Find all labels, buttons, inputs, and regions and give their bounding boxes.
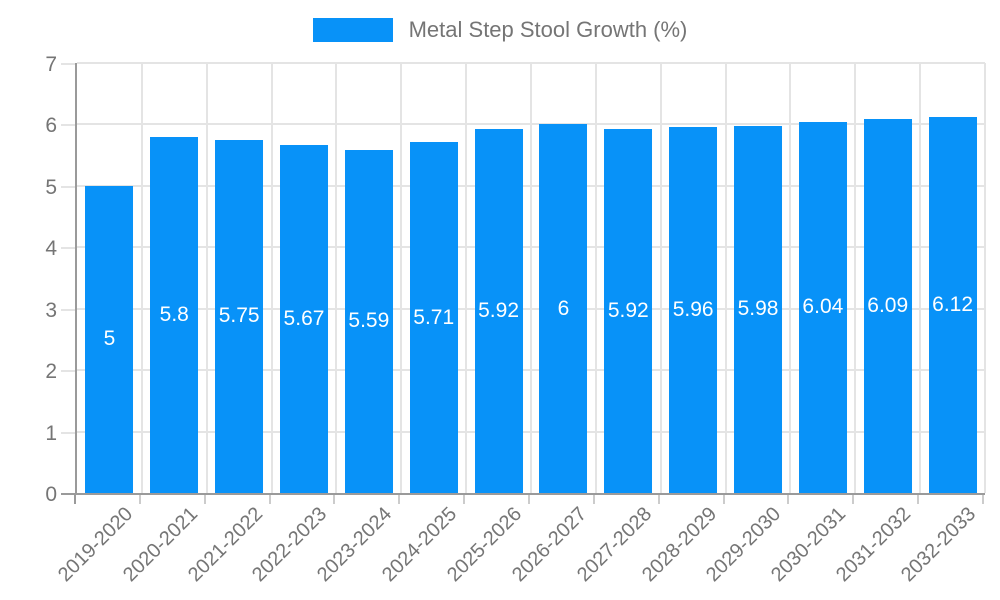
y-axis-tick-label: 7 — [45, 53, 57, 76]
bar[interactable]: 5.59 — [344, 149, 393, 493]
legend-swatch-icon — [312, 18, 393, 42]
y-axis-tick — [61, 185, 75, 188]
bar-value-label: 6.09 — [867, 293, 909, 317]
x-axis-tick — [917, 495, 920, 504]
y-axis-tick-label: 3 — [45, 298, 57, 322]
y-axis-tick-label: 0 — [45, 483, 57, 506]
x-axis-tick — [268, 495, 271, 504]
bar[interactable]: 5.98 — [734, 125, 783, 493]
bar-cell: 5.71 — [401, 63, 466, 493]
chart-legend[interactable]: Metal Step Stool Growth (%) — [0, 18, 1000, 42]
y-axis-tick — [61, 370, 75, 373]
gridline-vertical — [594, 63, 597, 493]
bar-cell: 5.75 — [207, 63, 272, 493]
x-axis-tick — [463, 495, 466, 504]
bar[interactable]: 6.09 — [863, 118, 912, 493]
y-axis-tick-label: 1 — [45, 421, 57, 445]
legend-label: Metal Step Stool Growth (%) — [408, 17, 688, 42]
bar[interactable]: 6.12 — [928, 117, 977, 493]
bar-cell: 6.09 — [855, 63, 920, 493]
x-axis-tick — [138, 495, 141, 504]
y-axis-tick-label: 4 — [45, 237, 57, 261]
bar[interactable]: 6 — [539, 124, 588, 493]
plot-area: 5 5.8 5.75 5.67 5.59 5.71 5.92 6 5.92 5.96 5.98 6.0… — [75, 62, 986, 495]
gridline-vertical — [400, 63, 403, 493]
bar-value-label: 5.71 — [413, 305, 455, 329]
y-axis-tick-label: 2 — [45, 360, 57, 384]
x-axis-tick — [74, 495, 76, 504]
bar-value-label: 6 — [557, 296, 570, 320]
bar-cell: 5.92 — [466, 63, 531, 493]
bar[interactable]: 5.71 — [409, 142, 458, 493]
gridline-vertical — [984, 63, 986, 493]
bar-value-label: 5.98 — [737, 297, 779, 321]
x-axis-tick — [333, 495, 336, 504]
bar-cell: 5.59 — [336, 63, 401, 493]
bar-value-label: 5.92 — [607, 299, 649, 323]
x-axis-tick — [398, 495, 401, 504]
bar[interactable]: 5.75 — [215, 139, 264, 493]
x-axis-tick — [722, 495, 725, 504]
x-axis-tick — [982, 495, 984, 504]
bar-cell: 6.04 — [790, 63, 855, 493]
gridline-vertical — [465, 63, 468, 493]
bar[interactable]: 6.04 — [798, 121, 847, 493]
bar-cell: 5 — [77, 63, 142, 493]
gridline-vertical — [335, 63, 338, 493]
x-axis-tick — [592, 495, 595, 504]
bar-value-label: 6.04 — [802, 295, 844, 319]
bar[interactable]: 5.96 — [669, 126, 718, 493]
bar-cell: 6 — [531, 63, 596, 493]
gridline-vertical — [530, 63, 532, 493]
y-axis-tick-label: 5 — [45, 175, 57, 199]
bar-value-label: 5.92 — [478, 299, 520, 323]
y-axis-tick — [61, 247, 75, 250]
bar-cell: 5.8 — [142, 63, 207, 493]
x-axis-tick — [852, 495, 855, 504]
gridline-vertical — [205, 63, 208, 493]
y-axis-tick — [61, 63, 75, 65]
gridline-vertical — [789, 63, 792, 493]
bar-value-label: 5.8 — [159, 302, 189, 326]
bar-value-label: 5 — [103, 327, 116, 351]
bar-cell: 5.92 — [596, 63, 661, 493]
gridline-vertical — [270, 63, 273, 493]
gridline-vertical — [140, 63, 143, 493]
gridline-vertical — [724, 63, 727, 493]
gridline-vertical — [659, 63, 662, 493]
bars-layer: 5 5.8 5.75 5.67 5.59 5.71 5.92 6 5.92 5.96 5.98 6.0… — [77, 63, 985, 493]
x-axis-tick — [787, 495, 790, 504]
bar-cell: 6.12 — [920, 63, 985, 493]
bar[interactable]: 5 — [85, 185, 134, 493]
y-axis-tick — [61, 308, 75, 311]
gridline-vertical — [854, 63, 857, 493]
y-axis-tick — [61, 124, 75, 127]
y-axis-tick — [61, 431, 75, 434]
bar[interactable]: 5.8 — [150, 136, 199, 493]
x-axis-tick — [657, 495, 660, 504]
bar-value-label: 5.75 — [218, 304, 260, 328]
bar-cell: 5.98 — [726, 63, 791, 493]
bar-cell: 5.96 — [661, 63, 726, 493]
bar-value-label: 5.96 — [672, 297, 714, 321]
bar[interactable]: 5.92 — [474, 129, 523, 493]
bar-value-label: 5.67 — [283, 306, 325, 330]
y-axis-tick-label: 6 — [45, 114, 57, 138]
bar-value-label: 5.59 — [348, 309, 390, 333]
bar-value-label: 6.12 — [932, 293, 974, 317]
bar[interactable]: 5.67 — [280, 144, 328, 493]
bar[interactable]: 5.92 — [604, 129, 653, 493]
x-axis-tick — [528, 495, 530, 504]
gridline-vertical — [919, 63, 922, 493]
y-axis-tick — [61, 493, 75, 495]
bar-cell: 5.67 — [272, 63, 337, 493]
x-axis-tick — [203, 495, 206, 504]
